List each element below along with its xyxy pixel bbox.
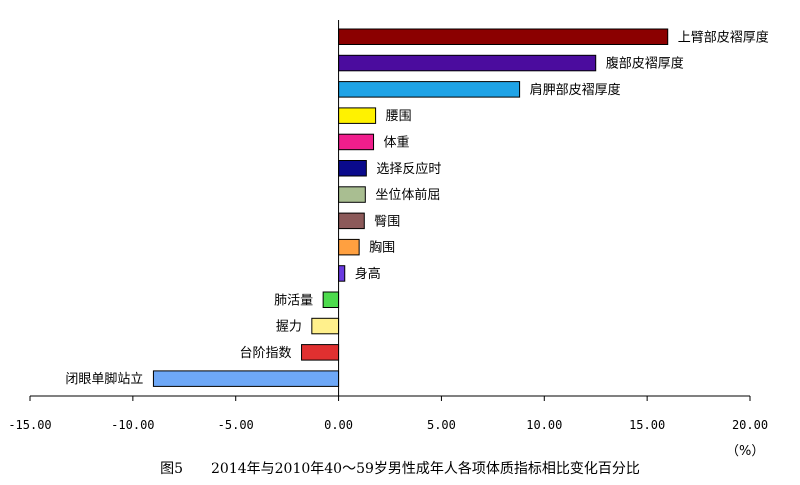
bar-8 [338, 238, 360, 256]
category-label-0: 上臂部皮褶厚度 [678, 29, 769, 45]
x-tick-label-4: 5.00 [427, 418, 456, 432]
category-label-10: 肺活量 [274, 293, 313, 308]
category-label-7: 臀围 [374, 214, 400, 229]
x-tick-label-7: 20.00 [732, 418, 768, 432]
unit-label: （%） [726, 444, 765, 459]
x-tick-label-2: -5.00 [218, 418, 254, 432]
x-tick-label-5: 10.00 [526, 418, 562, 432]
bar-1 [338, 54, 597, 72]
bar-3 [338, 107, 377, 124]
x-tick-label-6: 15.00 [629, 418, 665, 432]
category-label-13: 闭眼单脚站立 [65, 371, 143, 387]
x-tick-label-0: -15.00 [8, 418, 51, 432]
bar-5 [338, 160, 367, 177]
x-axis-ticks-group: -15.00 -10.00 -5.00 0.00 5.00 10.00 15.00 20.00 [8, 396, 768, 432]
bar-13 [152, 370, 340, 387]
category-label-4: 体重 [384, 134, 410, 150]
category-label-3: 腰围 [386, 109, 412, 124]
bar-7 [338, 212, 365, 230]
x-tick-label-1: -10.00 [111, 418, 154, 432]
category-label-12: 台阶指数 [240, 346, 292, 361]
bar-9 [338, 265, 346, 282]
bar-0 [338, 28, 669, 45]
category-labels-group: 上臂部皮褶厚度腹部皮褶厚度肩胛部皮褶厚度腰围体重选择反应时坐位体前屈臀围胸围身高… [65, 29, 768, 387]
bar-12 [301, 344, 340, 361]
category-label-1: 腹部皮褶厚度 [606, 56, 684, 72]
category-label-2: 肩胛部皮褶厚度 [530, 82, 621, 98]
bar-11 [311, 317, 340, 335]
category-label-8: 胸围 [369, 241, 395, 256]
bar-6 [338, 186, 366, 203]
bar-10 [322, 291, 340, 308]
category-label-9: 身高 [355, 266, 381, 282]
category-label-11: 握力 [276, 320, 302, 335]
bar-4 [338, 133, 375, 151]
category-label-5: 选择反应时 [376, 161, 441, 177]
bar-2 [338, 81, 521, 98]
chart-caption: 图5 2014年与2010年40～59岁男性成年人各项体质指标相比变化百分比 [160, 461, 640, 477]
x-tick-label-3: 0.00 [324, 418, 353, 432]
category-label-6: 坐位体前屈 [375, 187, 440, 203]
